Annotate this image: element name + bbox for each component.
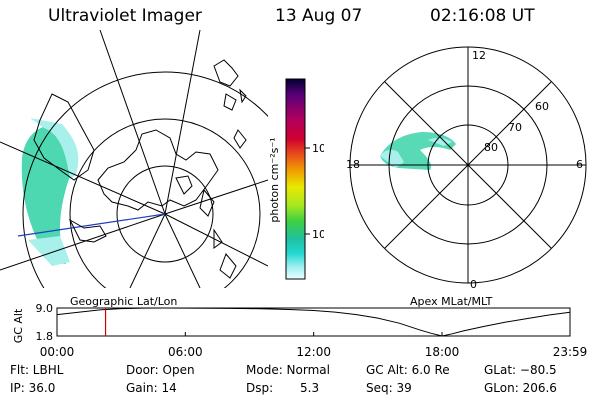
observation-date: 13 Aug 07 (275, 6, 363, 26)
x-tick-label: 06:00 (168, 345, 203, 359)
x-tick-label: 12:00 (296, 345, 331, 359)
x-tick-label: 18:00 (425, 345, 460, 359)
terminator-line (17, 213, 166, 237)
filter-status: Flt: LBHL (10, 363, 64, 377)
mlt-label-12: 12 (472, 49, 486, 62)
gc-alt-status: GC Alt: 6.0 Re (366, 363, 450, 377)
dsp-value: 5.3 (300, 381, 320, 395)
y-tick-label: 9.0 (36, 302, 54, 315)
ip-status: IP: 36.0 (10, 381, 56, 395)
x-tick-label: 23:59 (553, 345, 588, 359)
mlat-label-80: 80 (484, 141, 498, 154)
door-status: Door: Open (126, 363, 195, 377)
seq-status: Seq: 39 (366, 381, 412, 395)
colorbar-gradient (285, 78, 306, 280)
colorbar: 100 10 photon cm⁻²s⁻¹ (268, 78, 324, 280)
colorbar-tick-10: 10 (312, 228, 324, 241)
altitude-chart: GC Alt 00:00 06:00 12:00 18:00 23:59 9.0 1.8 (12, 302, 588, 359)
mlat-label-70: 70 (508, 121, 522, 134)
mlt-label-18: 18 (346, 158, 360, 171)
altitude-plot-frame (56, 307, 571, 337)
colorbar-tick-100: 100 (312, 142, 324, 155)
y-axis-label: GC Alt (12, 308, 25, 343)
coastline-islands (175, 59, 247, 195)
glat-status: GLat: −80.5 (484, 363, 557, 377)
coastline-greenland (97, 129, 219, 211)
geographic-map (0, 30, 268, 288)
instrument-title: Ultraviolet Imager (48, 6, 202, 26)
altitude-series-line (56, 307, 571, 337)
coastline-continent (33, 93, 237, 279)
magnetic-polar-plot: 12 18 6 0 60 70 80 (346, 46, 587, 290)
dsp-label: Dsp: (246, 381, 274, 395)
aurora-emission-geo (21, 126, 75, 264)
mode-status: Mode: Normal (246, 363, 330, 377)
aurora-halo-geo (30, 118, 79, 180)
gain-status: Gain: 14 (126, 381, 177, 395)
x-tick-label: 00:00 (40, 345, 75, 359)
mlt-label-6: 6 (576, 158, 583, 171)
observation-time: 02:16:08 UT (430, 6, 535, 26)
geo-map-label: Geographic Lat/Lon (70, 295, 178, 308)
mag-map-label: Apex MLat/MLT (410, 295, 493, 308)
glon-status: GLon: 206.6 (484, 381, 557, 395)
mlt-label-0: 0 (470, 278, 477, 290)
mlat-label-60: 60 (535, 100, 549, 113)
colorbar-unit-label: photon cm⁻²s⁻¹ (268, 137, 281, 222)
y-tick-label: 1.8 (36, 330, 54, 343)
